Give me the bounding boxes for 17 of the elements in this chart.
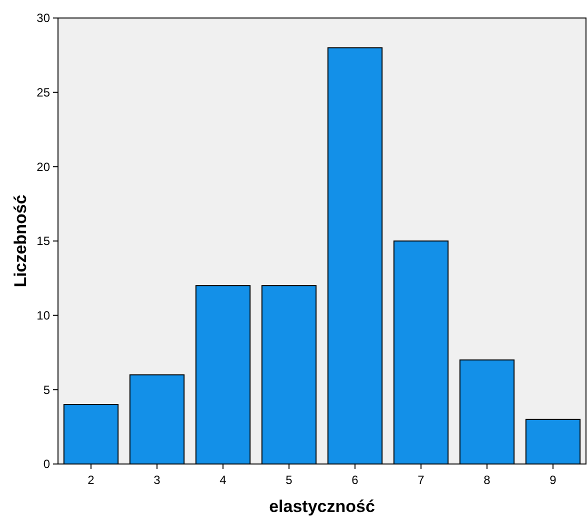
x-tick-label: 2 [88, 473, 95, 487]
x-tick-label: 5 [286, 473, 293, 487]
x-tick-label: 3 [154, 473, 161, 487]
x-axis-title: elastyczność [269, 497, 375, 516]
y-tick-label: 20 [36, 160, 50, 174]
y-axis-title: Liczebność [11, 194, 30, 288]
x-tick-label: 6 [352, 473, 359, 487]
y-tick-label: 25 [36, 86, 50, 100]
y-tick-label: 15 [36, 234, 50, 248]
y-tick-label: 5 [43, 382, 50, 397]
y-tick-label: 0 [43, 457, 50, 472]
y-tick-label: 30 [36, 11, 50, 26]
x-tick-label: 8 [484, 473, 491, 487]
x-tick-label: 4 [220, 473, 227, 487]
y-tick-label: 10 [36, 308, 50, 323]
x-tick-label: 7 [418, 473, 425, 487]
x-tick-label: 9 [550, 473, 557, 487]
